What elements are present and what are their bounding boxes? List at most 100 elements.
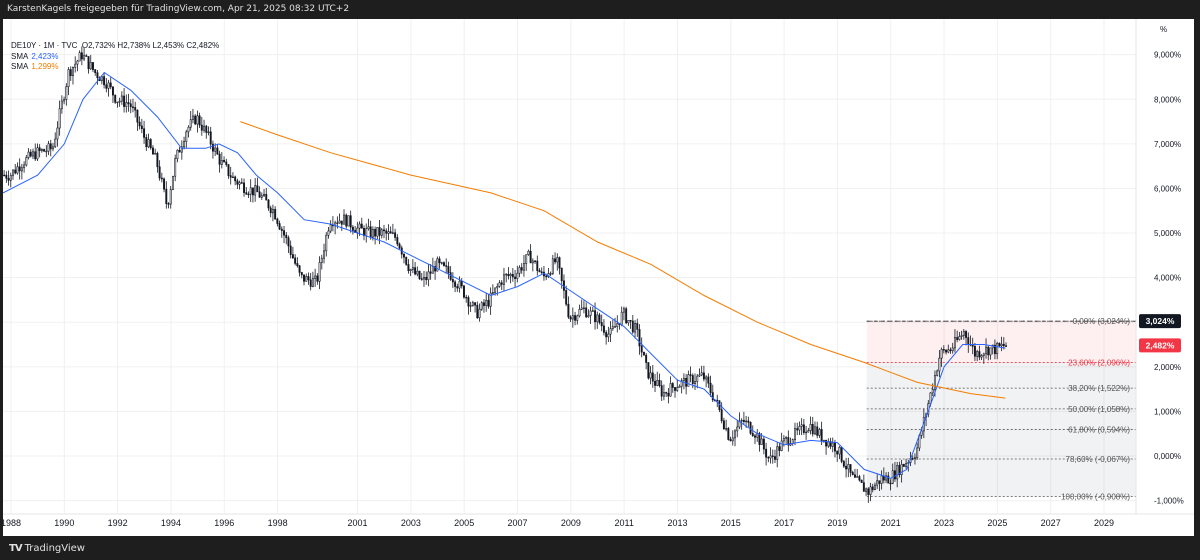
candle-body <box>665 392 668 394</box>
candle-body <box>860 479 863 483</box>
y-tick-label: 2,000% <box>1154 363 1181 372</box>
candle-body <box>269 207 272 214</box>
x-tick-label: 2025 <box>987 518 1007 528</box>
candle-body <box>494 287 497 293</box>
candle-body <box>727 428 730 440</box>
candle-body <box>5 174 8 179</box>
y-tick-label: 0,000% <box>1154 452 1181 461</box>
candle-body <box>305 276 308 282</box>
candle-body <box>440 262 443 264</box>
share-header-text: KarstenKagels freigegeben für TradingVie… <box>7 4 350 14</box>
candle-body <box>989 347 992 356</box>
candle-body <box>411 267 414 270</box>
candle-body <box>254 185 257 196</box>
x-axis: 1988 1990 1992 1994 1996 1998 2001 2003 2005 2007… <box>1 518 1114 528</box>
candle-body <box>103 76 106 86</box>
legend-symbol[interactable]: DE10Y · 1M · TVC <box>11 41 78 50</box>
candle-body <box>249 187 252 195</box>
candle-body <box>56 127 59 140</box>
candle-body <box>478 308 481 319</box>
candle-body <box>36 147 39 160</box>
candle-body <box>94 69 97 73</box>
candle-body <box>76 60 79 65</box>
candle-body <box>231 176 234 179</box>
candle-body <box>574 315 577 321</box>
candle-body <box>143 128 146 138</box>
candle-body <box>14 169 17 174</box>
candle-body <box>58 108 61 129</box>
candle-body <box>758 433 761 445</box>
candle-body <box>165 188 168 204</box>
candle-body <box>885 475 888 481</box>
candle-body <box>820 429 823 442</box>
candle-body <box>582 307 585 309</box>
sma-long-line <box>240 121 1006 399</box>
candle-body <box>629 320 632 322</box>
candle-body <box>209 131 212 145</box>
candle-body <box>689 374 692 376</box>
candle-body <box>598 314 601 323</box>
candle-body <box>771 455 774 457</box>
candle-body <box>29 151 32 157</box>
candle-body <box>645 354 648 363</box>
candle-body <box>171 175 174 190</box>
candle-body <box>320 257 323 263</box>
candle-body <box>978 351 981 358</box>
candle-body <box>47 143 50 152</box>
candle-body <box>938 357 941 372</box>
candle-body <box>260 195 263 198</box>
candle-body <box>365 228 368 237</box>
candle-body <box>622 308 625 313</box>
candle-body <box>685 377 688 387</box>
candle-body <box>214 147 217 152</box>
candle-body <box>616 323 619 327</box>
candle-body <box>469 305 472 307</box>
candle-body <box>151 147 154 155</box>
candle-body <box>762 438 765 450</box>
candle-body <box>696 375 699 382</box>
candle-body <box>953 337 956 349</box>
candle-body <box>760 438 763 445</box>
candle-body <box>418 270 421 280</box>
candle-body <box>856 476 859 478</box>
candle-body <box>674 387 676 391</box>
tradingview-logo[interactable]: TV TradingView <box>9 543 85 554</box>
chart-panel[interactable]: % 9,000% 8,000% 7,000% 6,000% 5,000% 4,000% 3,… <box>1 19 1194 536</box>
candle-body <box>194 115 197 125</box>
candle-body <box>996 343 999 355</box>
candle-body <box>949 349 952 352</box>
chart-canvas[interactable]: % 9,000% 8,000% 7,000% 6,000% 5,000% 4,000% 3,… <box>1 19 1194 536</box>
candle-body <box>902 464 905 467</box>
candle-body <box>731 437 734 442</box>
candle-body <box>223 160 226 163</box>
candle-body <box>507 273 510 277</box>
x-tick-label: 2021 <box>881 518 901 528</box>
candle-body <box>116 101 119 104</box>
candle-body <box>158 166 161 179</box>
candle-body <box>391 232 394 234</box>
candle-body <box>134 107 137 111</box>
legend-sma2-row[interactable]: SMA 1,299% <box>11 62 219 73</box>
candle-body <box>107 82 110 89</box>
candle-body <box>956 337 959 340</box>
candle-body <box>973 346 976 357</box>
candle-body <box>327 230 330 236</box>
candle-body <box>356 227 359 233</box>
candle-body <box>725 428 728 430</box>
candle-body <box>800 424 803 427</box>
candle-body <box>551 258 554 274</box>
candle-body <box>985 346 988 355</box>
candle-body <box>558 257 561 269</box>
candle-body <box>27 151 30 158</box>
candle-body <box>769 455 772 459</box>
x-tick-label: 2019 <box>827 518 847 528</box>
candle-body <box>867 488 870 495</box>
legend-sma1-label: SMA <box>11 51 29 61</box>
candle-body <box>862 482 865 492</box>
candle-body <box>191 115 194 120</box>
x-tick-label: 2005 <box>454 518 474 528</box>
legend-sma1-row[interactable]: SMA 2,423% <box>11 52 219 63</box>
candle-body <box>1005 345 1008 347</box>
candle-body <box>274 209 277 220</box>
candle-body <box>678 385 681 388</box>
